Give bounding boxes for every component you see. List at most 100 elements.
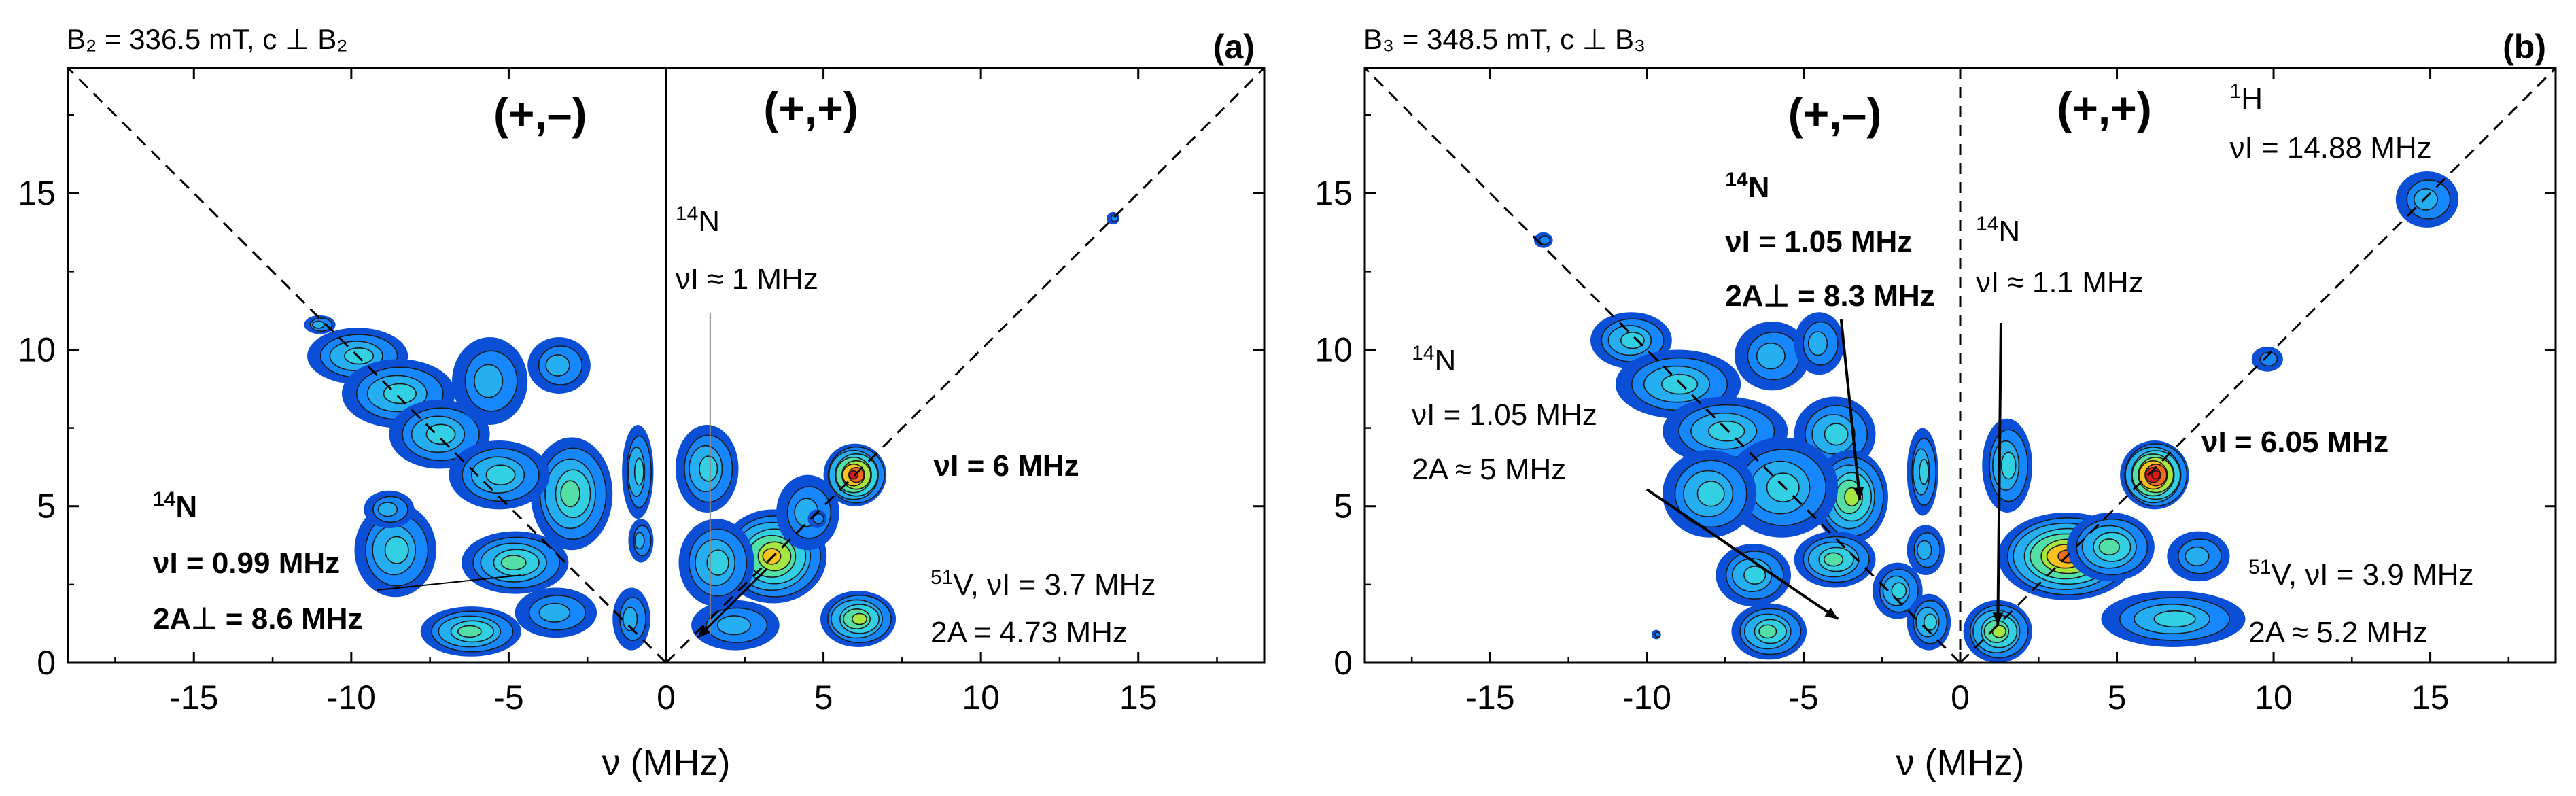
annotation-1h-nu: νI = 14.88 MHz [2230, 131, 2432, 165]
contour-peak [304, 315, 336, 334]
contour-level [633, 457, 644, 486]
annotation-14n-left-nu: νI = 1.05 MHz [1412, 398, 1597, 432]
annotation-14n-left-nu: νI = 0.99 MHz [153, 547, 340, 580]
contour-level [1696, 481, 1725, 507]
x-axis-label: ν (MHz) [1896, 742, 2025, 783]
x-tick-label: 10 [2255, 678, 2293, 716]
x-tick-label: -15 [169, 678, 218, 716]
contour-level [1660, 373, 1699, 395]
x-tick-label: 5 [814, 678, 833, 716]
contour-level [716, 615, 752, 636]
contour-peak [1533, 232, 1553, 248]
annotation-51v: 51V, νI = 3.7 MHz [930, 566, 1155, 602]
contour-peak [449, 440, 550, 510]
annotation-14n-mid-2a: 2A⊥ = 8.3 MHz [1725, 279, 1935, 313]
annotation-arrow [1996, 322, 2002, 625]
annotation-pointer [377, 574, 522, 591]
annotation-arrow [1646, 488, 1839, 621]
contour-peak [691, 600, 780, 651]
contour-peak [612, 587, 650, 651]
contour-peak [1731, 603, 1807, 660]
contour-level [384, 536, 409, 564]
quadrant-label-left: (+,–) [493, 88, 587, 139]
contour-peak [678, 519, 754, 607]
contour-peak [364, 490, 415, 528]
x-tick-label: -5 [493, 678, 523, 716]
contour-peak [1663, 449, 1757, 538]
plot-area [1365, 68, 2556, 663]
x-tick-label: 10 [962, 678, 1000, 716]
y-tick-label: 10 [1315, 330, 1353, 368]
contour-level [851, 612, 868, 625]
y-tick-label: 15 [1315, 174, 1353, 212]
annotation-14n-right: 14N [1976, 213, 2020, 249]
contour-level [1766, 472, 1800, 502]
annotation-14n-right: 14N [676, 203, 720, 239]
x-tick-label: 15 [2412, 678, 2450, 716]
diagonal-positive [1959, 68, 2556, 663]
contour-peak [2251, 346, 2283, 372]
panel-label: (a) [1213, 28, 1255, 66]
contour-level [2098, 538, 2121, 556]
contour-level [1823, 552, 1844, 567]
contour-peak [2167, 531, 2230, 582]
contour-level [1891, 582, 1907, 600]
contour-level [1756, 342, 1786, 370]
contour-peak [452, 337, 528, 425]
contour-level [812, 513, 824, 525]
x-axis-label: ν (MHz) [602, 742, 731, 783]
contour-level [1708, 420, 1745, 442]
quadrant-label-right: (+,+) [763, 83, 858, 133]
diagonal-negative [1365, 68, 1962, 663]
contour-peak [2120, 440, 2189, 510]
diagonal-positive [665, 68, 1264, 663]
x-tick-label: 5 [2108, 678, 2127, 716]
contour-level [2259, 351, 2278, 367]
contour-peak [2066, 512, 2155, 582]
contour-peak [1872, 562, 1923, 619]
annotation-14n-mid-nu: νI = 1.05 MHz [1725, 225, 1912, 258]
annotation-51v-2a: 2A = 4.73 MHz [930, 616, 1128, 649]
x-tick-label: -10 [1622, 678, 1671, 716]
arrow-head [1992, 612, 2004, 625]
annotation-nu6: νI = 6 MHz [934, 449, 1079, 483]
annotation-arrow [1839, 319, 1862, 500]
contour-level [1620, 332, 1645, 349]
contour-level [1923, 613, 1937, 631]
annotation-14n-right-nu: νI ≈ 1 MHz [676, 262, 818, 296]
quadrant-label-right: (+,+) [2057, 83, 2151, 133]
contour-level [1758, 624, 1777, 639]
contour-peak [628, 519, 654, 563]
x-tick-label: -10 [327, 678, 376, 716]
contour-peak [527, 337, 591, 394]
diagonal-negative [68, 68, 667, 663]
contour-level [634, 532, 645, 550]
contour-level [1743, 566, 1766, 585]
contour-level [500, 555, 527, 571]
contour-peak [1963, 600, 2033, 663]
annotation-51v: 51V, νI = 3.9 MHz [2248, 556, 2473, 592]
annotation-14n-left: 14N [153, 488, 197, 524]
contour-peak [1663, 396, 1788, 466]
contour-level [2413, 188, 2439, 211]
contour-peak [807, 509, 827, 528]
contour-peak [622, 425, 654, 519]
arrow-head [1824, 607, 1839, 619]
panel-label: (b) [2503, 28, 2546, 66]
arrow-head [697, 625, 710, 638]
contour-level [1917, 540, 1932, 560]
contour-peak [1794, 312, 1845, 375]
contour-peak [776, 474, 839, 551]
panel-b: -15 -10 -5 0 5 10 15 0 5 10 15 ν (MHz) B₃ = 348.5 mT… [1315, 23, 2557, 783]
y-tick-label: 10 [18, 330, 56, 368]
contour-level [2153, 610, 2196, 628]
panel-header: B₃ = 348.5 mT, c ⊥ B₃ [1363, 23, 1646, 55]
contour-peak [1651, 629, 1661, 640]
contour-peak [1907, 428, 1938, 516]
y-tick-label: 0 [37, 644, 56, 682]
contour-level [1919, 458, 1930, 485]
y-tick-label: 15 [18, 174, 56, 212]
contour-level [706, 549, 729, 576]
contour-level [1824, 423, 1849, 446]
